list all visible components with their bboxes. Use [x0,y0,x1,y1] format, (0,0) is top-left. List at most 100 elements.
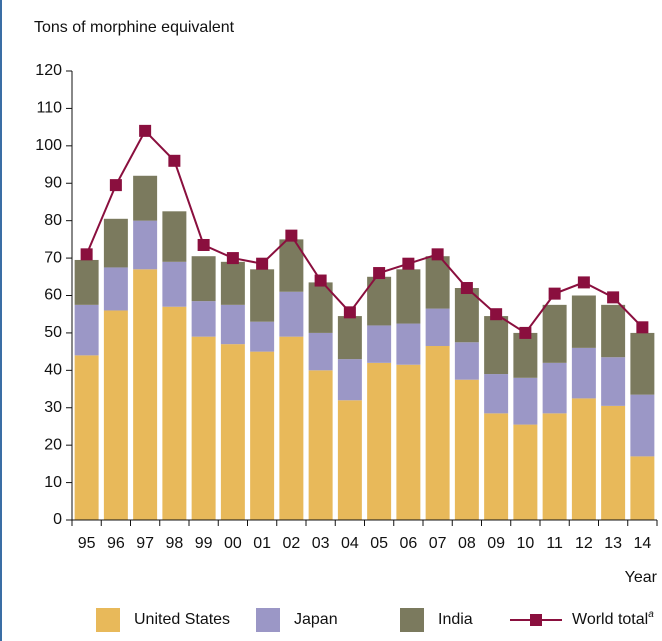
bar-segment [279,239,304,292]
bar-segment [191,256,216,302]
bar-segment [191,301,216,337]
x-tick-label: 99 [195,535,213,552]
y-tick-label: 70 [44,249,62,266]
bar-segment [542,413,567,520]
x-tick-label: 14 [633,535,651,552]
legend-label: India [438,611,473,628]
line-marker [431,248,444,261]
x-tick-label: 08 [458,535,476,552]
bar-segment [542,304,567,363]
x-tick-label: 07 [429,535,447,552]
x-tick-label: 10 [516,535,534,552]
legend-swatch [400,608,424,632]
bar-segment [308,370,333,520]
x-tick-label: 02 [282,535,300,552]
legend-marker [530,614,542,626]
y-tick-label: 60 [44,287,62,304]
bar-segment [250,351,275,520]
line-marker [314,274,327,287]
line-marker [519,326,532,339]
bar-segment [396,269,421,324]
bar-segment [425,346,450,520]
x-tick-label: 01 [253,535,271,552]
y-tick-label: 0 [53,511,62,528]
legend-note: a [648,609,654,620]
bar-segment [396,364,421,520]
bar-segment [601,357,626,406]
bar-segment [454,288,479,343]
bar-segment [630,332,655,395]
bar-segment [220,261,245,305]
legend-label-text: World total [572,611,648,628]
bar-segment [220,344,245,520]
line-marker [548,287,561,300]
x-tick-label: 00 [224,535,242,552]
bar-segment [133,269,158,520]
x-tick-label: 05 [370,535,388,552]
bar-segment [191,336,216,520]
legend-label: World totala [572,609,654,629]
bar-segment [337,400,362,520]
bar-segment [542,362,567,414]
legend-label: United States [134,611,230,628]
x-tick-label: 06 [399,535,417,552]
line-marker [226,252,239,265]
x-tick-label: 97 [136,535,154,552]
x-tick-label: 03 [312,535,330,552]
y-tick-label: 120 [35,62,62,79]
bar-segment [220,304,245,345]
bar-segment [425,308,450,347]
bar-segment [133,175,158,221]
bar-segment [162,211,187,262]
bar-segment [279,291,304,337]
line-marker [402,257,415,270]
bar-segment [367,276,392,326]
legend-swatch [96,608,120,632]
bar-segment [513,332,538,378]
bar-segment [337,359,362,401]
line-marker [636,321,649,334]
y-axis-label: Tons of morphine equivalent [34,19,235,36]
bar-segment [513,424,538,520]
bar-segment [308,282,333,333]
legend-swatch [256,608,280,632]
line-marker [577,276,590,289]
bar-segment [571,347,596,399]
y-tick-label: 110 [36,100,62,117]
bar-segment [571,398,596,520]
line-marker [168,154,181,167]
bar-segment [425,256,450,309]
bar-segment [103,310,128,520]
line-marker [197,238,210,251]
y-tick-label: 10 [44,474,62,491]
bar-segment [133,220,158,270]
bar-segment [601,405,626,520]
bar-segment [74,355,99,520]
x-tick-label: 96 [107,535,125,552]
x-tick-label: 98 [165,535,183,552]
y-tick-label: 90 [44,174,62,191]
y-tick-label: 30 [44,399,62,416]
line-marker [460,282,473,295]
line-marker [285,229,298,242]
bar-segment [103,267,128,311]
x-axis-label: Year [625,569,658,586]
x-tick-label: 09 [487,535,505,552]
bar-segment [571,295,596,348]
x-tick-label: 95 [78,535,96,552]
legend-label: Japan [294,611,338,628]
bar-segment [484,374,509,414]
y-tick-label: 80 [44,212,62,229]
bar-segment [484,316,509,375]
line-marker [373,267,386,280]
bar-segment [74,259,99,305]
bar-segment [484,413,509,520]
bar-segment [601,304,626,358]
y-tick-label: 100 [35,137,62,154]
line-marker [109,179,122,192]
line-marker [256,257,269,270]
bar-segment [162,261,187,307]
bar-segment [250,269,275,322]
line-marker [607,291,620,304]
